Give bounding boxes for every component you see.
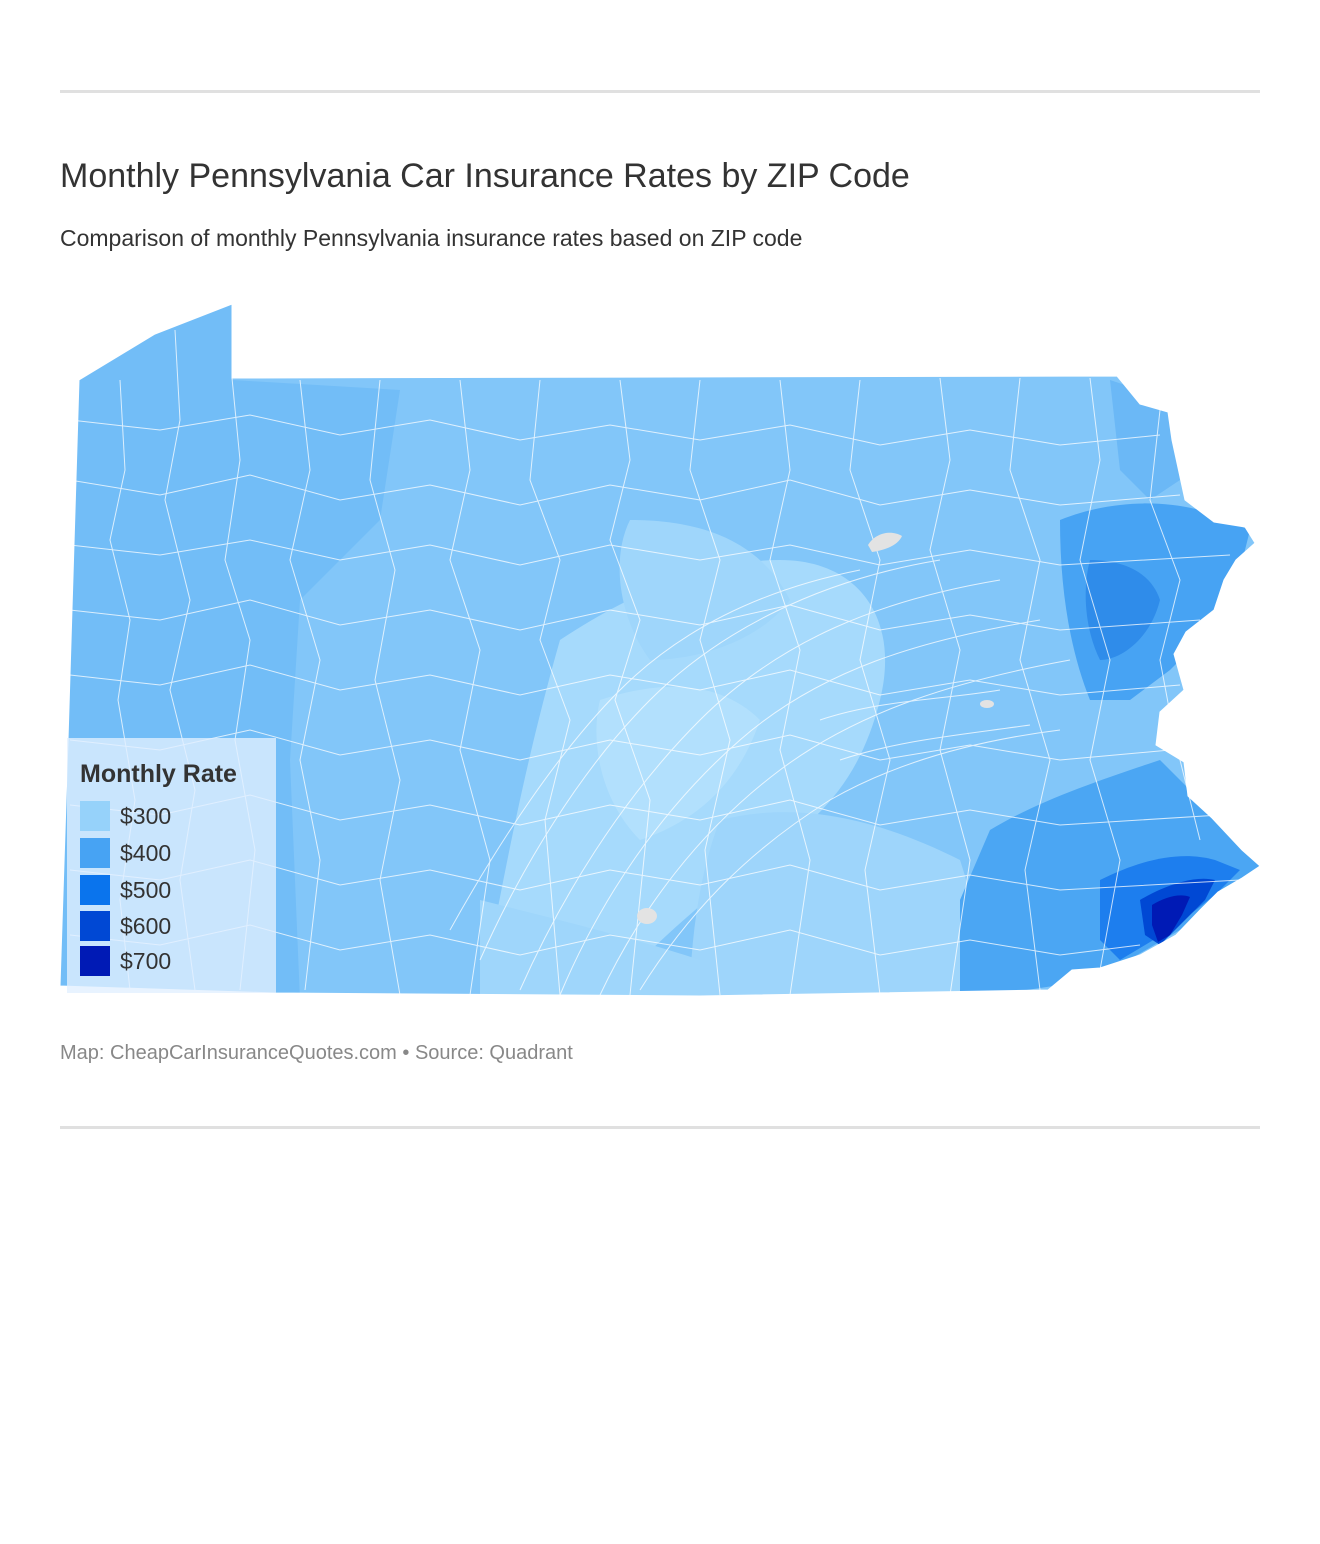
legend-label-300: $300 — [120, 803, 172, 829]
map-credit: Map: CheapCarInsuranceQuotes.com • Sourc… — [60, 1042, 573, 1064]
no-data-area-1 — [868, 532, 902, 552]
map-title: Monthly Pennsylvania Car Insurance Rates… — [60, 157, 910, 195]
legend-label-500: $500 — [120, 877, 172, 903]
choropleth-map — [55, 298, 1265, 1003]
state-outline — [59, 303, 1261, 997]
no-data-area-3 — [980, 700, 994, 708]
pennsylvania-map-svg — [59, 303, 1261, 997]
no-data-area-2 — [637, 908, 657, 924]
region-central-north — [619, 520, 790, 660]
legend-swatch-600 — [80, 911, 110, 941]
legend-swatch-300 — [80, 801, 110, 831]
top-divider — [60, 90, 1260, 93]
region-south-central — [690, 812, 977, 996]
region-central-light — [596, 686, 760, 840]
legend-swatch-500 — [80, 875, 110, 905]
legend-label-600: $600 — [120, 913, 172, 939]
legend-swatch-400 — [80, 838, 110, 868]
region-south-light — [480, 900, 700, 996]
legend-label-700: $700 — [120, 948, 172, 974]
bottom-divider — [60, 1126, 1260, 1129]
legend-swatch-700 — [80, 946, 110, 976]
legend-title: Monthly Rate — [80, 760, 237, 788]
region-philadelphia-700 — [1152, 895, 1190, 942]
map-subtitle: Comparison of monthly Pennsylvania insur… — [60, 225, 803, 251]
legend-label-400: $400 — [120, 840, 172, 866]
legend: Monthly Rate $300 $400 $500 $600 $700 — [67, 738, 276, 993]
region-northeast-darker — [1085, 560, 1160, 660]
